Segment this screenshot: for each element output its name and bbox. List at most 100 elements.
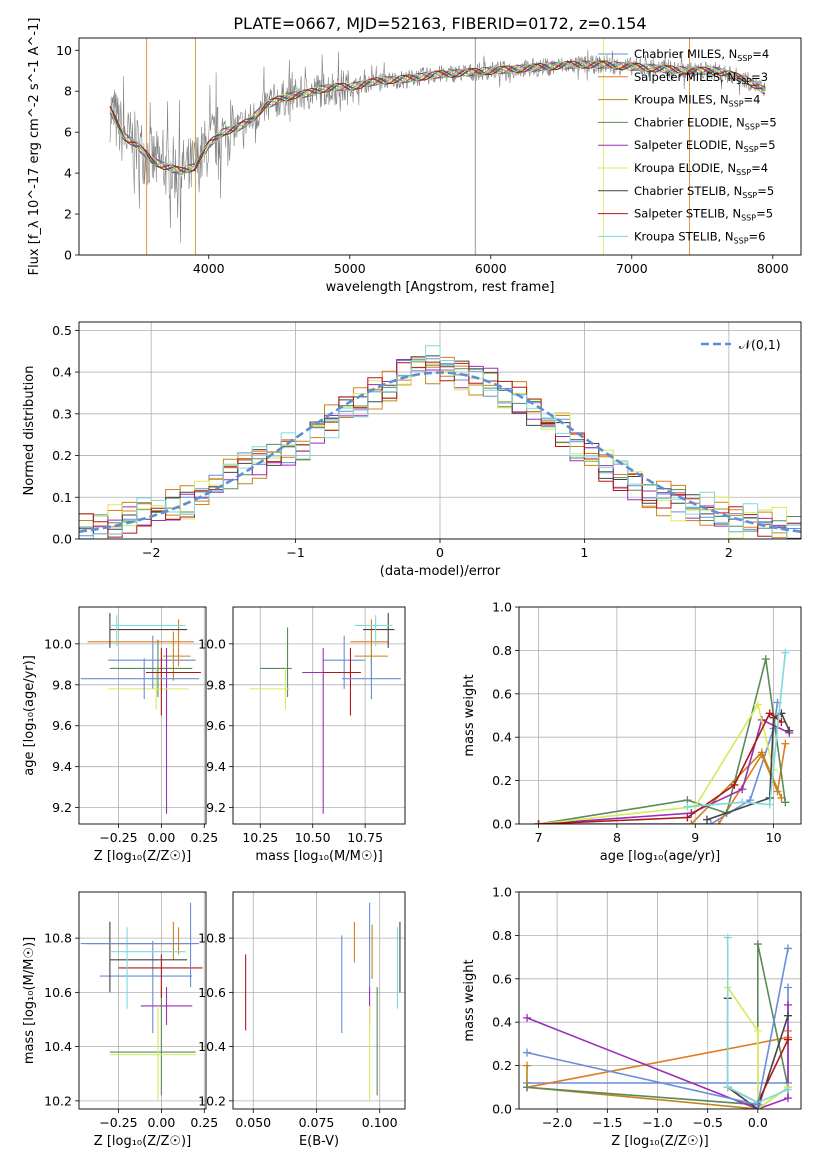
plot-area-mass_vs_Z — [79, 892, 206, 1109]
y-axis-label: mass weight — [462, 674, 477, 756]
x-tick-label: 10.50 — [295, 830, 331, 845]
y-tick-label: 0.4 — [492, 1015, 512, 1030]
x-tick-label: 0.0 — [748, 1115, 768, 1130]
y-tick-label: 0.8 — [492, 928, 512, 943]
errorbar-point — [89, 921, 193, 960]
weight-marker — [730, 780, 739, 789]
errorbar-point — [363, 613, 395, 648]
y-tick-label: 0.2 — [492, 1058, 512, 1073]
x-tick-label: 8 — [613, 830, 621, 845]
axes-spectrum: 4000 5000 6000 7000 8000 0 2 4 6 8 10 wavelength [A… — [27, 18, 802, 295]
spectrum-model-line — [109, 60, 766, 173]
legend-label: Chabrier STELIB, NSSP=5 — [634, 184, 774, 200]
errorbar-point — [140, 986, 193, 1025]
weight-marker — [781, 798, 790, 807]
axes-frame — [78, 891, 207, 1110]
weight-marker — [703, 815, 711, 824]
errorbar-point — [354, 615, 393, 646]
y-tick-label: 10.0 — [198, 636, 226, 651]
weight-marker — [523, 1061, 532, 1070]
y-tick-label: 9.2 — [52, 800, 72, 815]
x-axis-label: Z [log₁₀(Z/Z☉)] — [611, 1134, 708, 1149]
weight-line — [690, 750, 783, 824]
y-tick-label: 0.0 — [492, 1102, 512, 1117]
errorbar-point — [99, 940, 193, 1034]
y-tick-label: 9.4 — [206, 759, 226, 774]
y-tick-label: 9.6 — [206, 718, 226, 733]
y-tick-label: 2 — [64, 207, 72, 222]
x-axis-label: Z [log₁₀(Z/Z☉)] — [94, 849, 191, 864]
weight-marker — [783, 1094, 792, 1103]
weight-marker — [785, 726, 794, 735]
y-tick-label: 9.8 — [206, 677, 226, 692]
errorbar-point — [260, 627, 292, 698]
y-tick-label: 0.6 — [492, 971, 512, 986]
normal-reference-curve — [79, 371, 801, 533]
errorbar-point — [118, 954, 203, 998]
x-tick-label: −0.5 — [692, 1115, 722, 1130]
errorbar-point — [85, 927, 194, 955]
weight-marker — [534, 820, 543, 824]
axes-frame — [232, 891, 406, 1110]
x-axis-label: mass [log₁₀(M/M☉)] — [255, 849, 382, 864]
figure-title: PLATE=0667, MJD=52163, FIBERID=0172, z=0… — [233, 14, 646, 33]
plot-area-weight_vs_age — [519, 607, 801, 824]
x-axis-label: (data-model)/error — [380, 564, 501, 579]
weight-marker — [723, 933, 732, 942]
y-tick-label: 9.2 — [206, 800, 226, 815]
y-tick-label: 6 — [64, 125, 72, 140]
x-tick-label: 7000 — [616, 261, 648, 276]
errorbar-point — [342, 658, 401, 700]
y-tick-label: 10.2 — [44, 1093, 72, 1108]
weight-marker — [761, 655, 770, 664]
spectrum-model-line — [109, 60, 765, 172]
weight-marker — [738, 785, 747, 794]
axes-frame — [78, 37, 802, 256]
errorbar-point — [109, 927, 186, 1009]
legend-label: Chabrier ELODIE, NSSP=5 — [634, 115, 777, 131]
y-tick-label: 0.4 — [52, 365, 72, 380]
x-tick-label: 0.00 — [147, 830, 175, 845]
y-tick-label: 10.8 — [44, 931, 72, 946]
y-tick-label: 10.0 — [44, 636, 72, 651]
y-tick-label: 1.0 — [492, 600, 512, 615]
weight-marker — [781, 648, 790, 657]
errorbar-point — [87, 619, 194, 667]
x-tick-label: 2 — [725, 545, 733, 560]
errorbar-point — [249, 668, 290, 710]
x-tick-label: 0.075 — [299, 1115, 335, 1130]
weight-marker — [783, 1011, 792, 1020]
x-tick-label: 0.050 — [235, 1115, 271, 1130]
y-tick-label: 1.0 — [492, 885, 512, 900]
errorbar-point — [80, 658, 200, 700]
weight-marker — [687, 820, 696, 824]
weight-marker — [738, 798, 747, 807]
legend-label: Salpeter MILES, NSSP=3 — [634, 70, 768, 86]
x-tick-label: 4000 — [193, 261, 225, 276]
y-tick-label: 9.8 — [52, 677, 72, 692]
weight-marker — [753, 1026, 762, 1035]
y-tick-label: 0.6 — [492, 686, 512, 701]
errorbar-point — [80, 902, 200, 987]
spectrum-model-line — [109, 60, 766, 175]
y-tick-label: 10 — [56, 43, 72, 58]
axes-age_vs_mass: 10.25 10.50 10.75 9.2 9.4 9.6 9.8 10.0 mass [log… — [198, 606, 406, 864]
legend-label: Salpeter ELODIE, NSSP=5 — [634, 138, 776, 154]
y-tick-label: 0.8 — [492, 643, 512, 658]
plot-area-age_vs_mass — [233, 607, 405, 824]
weight-line — [538, 702, 775, 824]
errorbar-point — [108, 635, 196, 689]
x-tick-label: 1 — [580, 545, 588, 560]
plot-area-age_vs_Z — [79, 607, 206, 824]
x-tick-label: 0.100 — [362, 1115, 398, 1130]
errorbar-point — [350, 619, 389, 667]
legend-label: Kroupa MILES, NSSP=4 — [634, 93, 760, 109]
y-tick-label: 0.4 — [492, 730, 512, 745]
x-tick-label: 10.25 — [242, 830, 278, 845]
x-tick-label: −1.0 — [642, 1115, 672, 1130]
weight-marker — [783, 1085, 792, 1094]
errorbar-point — [323, 635, 366, 689]
errorbar-point — [163, 631, 191, 681]
x-tick-label: 7 — [535, 830, 543, 845]
